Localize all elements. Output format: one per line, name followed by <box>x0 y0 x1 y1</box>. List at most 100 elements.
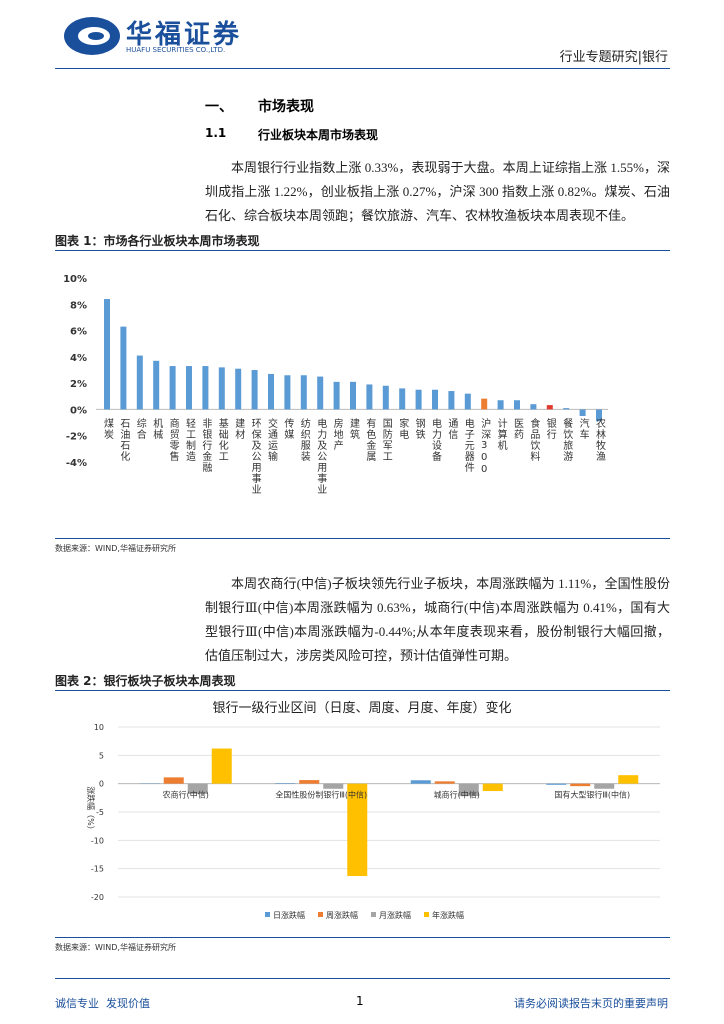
bar <box>410 780 431 784</box>
x-tick-label: 医药 <box>512 418 524 440</box>
bar <box>136 355 143 410</box>
bar <box>300 375 307 410</box>
logo: 华福证券 <box>126 20 243 50</box>
bar <box>211 748 232 784</box>
x-tick-label: 电力设备 <box>430 417 442 462</box>
legend-label: 日涨跌幅 <box>273 910 305 920</box>
bar <box>382 385 389 410</box>
bar <box>153 360 160 410</box>
x-tick-label: 轻工制造 <box>184 417 196 462</box>
x-tick-label: 建筑 <box>348 417 360 440</box>
legend-label: 周涨跌幅 <box>326 910 358 920</box>
figure-caption: 图表 1：市场各行业板块本周市场表现 <box>55 234 260 248</box>
subsection-title: 行业板块本周市场表现 <box>258 128 379 142</box>
x-tick-label: 城商行(中信) <box>434 790 480 800</box>
bar <box>563 408 570 410</box>
y-tick-label: 6% <box>70 327 87 338</box>
y-tick-label: 10 <box>94 723 104 732</box>
x-tick-label: 机械 <box>151 417 163 440</box>
x-tick-label: 煤炭 <box>102 417 114 440</box>
x-tick-label: 非银行金融 <box>200 418 212 473</box>
bar <box>482 783 503 792</box>
x-tick-label: 商贸零售 <box>167 417 179 462</box>
x-tick-label: 餐饮旅游 <box>561 417 573 462</box>
bar <box>235 368 242 410</box>
y-tick-label: 10% <box>63 274 87 285</box>
bar <box>458 783 479 797</box>
bar <box>350 381 356 410</box>
x-tick-label: 交通运输 <box>266 417 278 462</box>
x-tick-label: 传媒 <box>282 418 294 440</box>
bar <box>579 409 586 416</box>
y-tick-label: 2% <box>70 379 87 390</box>
bar <box>104 299 110 410</box>
x-tick-label: 国有大型银行Ⅲ(中信) <box>554 790 630 800</box>
page-number: 1 <box>356 994 364 1008</box>
x-tick-label: 纺织服装 <box>298 417 310 462</box>
x-tick-label: 全国性股份制银行Ⅲ(中信) <box>275 790 367 800</box>
report-type: 行业专题研究|银行 <box>559 50 668 65</box>
x-tick-label: 钢铁 <box>413 417 425 440</box>
y-tick-label: -5 <box>96 808 104 817</box>
x-tick-label: 电子元器件 <box>462 417 474 473</box>
x-tick-label: 食品饮料 <box>528 417 540 462</box>
x-tick-label: 石油石化 <box>118 418 130 462</box>
legend-label: 年涨跌幅 <box>432 910 464 920</box>
x-tick-label: 房地产 <box>331 417 343 451</box>
bar <box>596 409 602 422</box>
paragraph: 本周农商行(中信)子板块领先行业子板块，本周涨跌幅为 1.11%，全国性股份制银… <box>205 576 670 663</box>
bar <box>268 373 274 410</box>
bar <box>481 398 488 410</box>
x-tick-label: 电力及公用事业 <box>315 417 327 495</box>
y-tick-label: 0 <box>99 780 104 789</box>
bar <box>169 366 176 410</box>
section-number: 一、 <box>205 99 233 115</box>
bar <box>546 405 553 410</box>
x-tick-label: 环保及公用事业 <box>249 418 261 495</box>
bar <box>120 326 127 410</box>
legend-swatch <box>371 912 376 917</box>
rule <box>55 250 670 251</box>
bar <box>333 381 340 410</box>
footer-right: 请务必阅读报告末页的重要声明 <box>514 997 668 1010</box>
x-tick-label: 银行 <box>544 417 556 440</box>
bar <box>347 783 368 877</box>
y-tick-label: 5 <box>99 751 104 760</box>
x-tick-label: 基础化工 <box>216 417 228 462</box>
bar <box>570 783 591 787</box>
bar <box>432 389 438 410</box>
y-tick-label: -15 <box>91 865 104 874</box>
x-tick-label: 国防军工 <box>380 418 392 462</box>
legend-swatch <box>424 912 429 917</box>
rule <box>55 690 670 691</box>
bar <box>323 783 344 789</box>
bar <box>415 389 422 410</box>
bar <box>187 783 208 794</box>
section-title: 市场表现 <box>258 99 314 115</box>
rule <box>55 978 670 979</box>
x-tick-label: 有色金属 <box>364 417 376 462</box>
y-tick-label: -10 <box>91 836 104 845</box>
bar <box>163 777 184 784</box>
rule <box>55 937 670 938</box>
chart-title: 银行一级行业区间（日度、周度、月度、年度）变化 <box>212 700 511 716</box>
bar <box>186 366 192 410</box>
x-tick-label: 建材 <box>233 417 245 440</box>
bar <box>464 393 471 410</box>
bar <box>366 384 373 410</box>
figure-source: 数据来源：WIND,华福证券研究所 <box>55 943 176 952</box>
bar <box>399 388 406 410</box>
y-tick-label: -2% <box>66 432 87 443</box>
bar <box>317 376 324 410</box>
footer-left: 诚信专业 发现价值 <box>55 997 150 1010</box>
bar <box>530 404 537 410</box>
y-tick-label: 4% <box>70 353 87 364</box>
bar <box>299 780 320 784</box>
bar <box>514 400 520 410</box>
rule <box>55 68 670 69</box>
bar <box>202 366 209 410</box>
logo-icon <box>64 17 120 55</box>
x-tick-label: 沪深300 <box>479 417 491 476</box>
